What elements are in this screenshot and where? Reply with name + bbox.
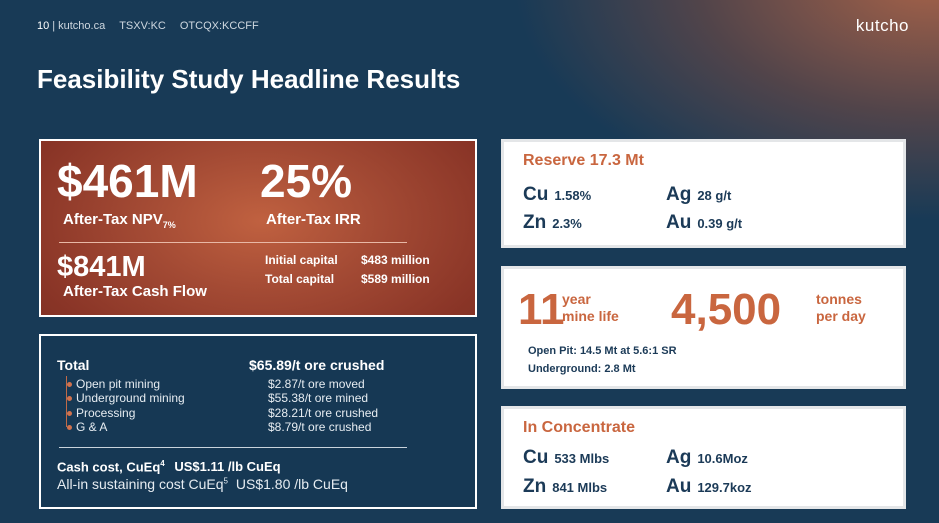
element-symbol: Zn bbox=[523, 212, 547, 233]
throughput-unit-line2: per day bbox=[816, 307, 866, 324]
cost-panel: Total $65.89/t ore crushed Open pit mini… bbox=[39, 334, 477, 509]
reserve-grade-zn: Zn 2.3% bbox=[523, 212, 582, 234]
total-cost-label: Total bbox=[57, 357, 90, 373]
cash-cost-row: Cash cost, CuEq4 US$1.11 /lb CuEq bbox=[57, 459, 281, 474]
initial-capital-value: $483 million bbox=[361, 253, 430, 267]
cost-item-label: Underground mining bbox=[67, 391, 185, 405]
mine-life-unit-line2: mine life bbox=[562, 307, 619, 324]
throughput-unit-line1: tonnes bbox=[816, 291, 862, 307]
cash-cost-label: Cash cost, CuEq bbox=[57, 459, 161, 475]
cash-flow-label: After-Tax Cash Flow bbox=[63, 283, 207, 300]
bullet-dot bbox=[67, 396, 72, 401]
cash-cost-value: US$1.11 /lb CuEq bbox=[174, 459, 281, 475]
reserve-card: Reserve 17.3 Mt Cu 1.58% Ag 28 g/t Zn 2.3% … bbox=[501, 139, 906, 248]
reserve-grade-cu: Cu 1.58% bbox=[523, 184, 591, 206]
panel-divider bbox=[59, 242, 407, 243]
element-amount: 841 Mlbs bbox=[552, 480, 608, 495]
bullet-dot bbox=[67, 411, 72, 416]
mine-life-card: 11 year mine life 4,500 tonnes per day O… bbox=[501, 266, 906, 389]
mine-life-unit: year mine life bbox=[562, 291, 619, 325]
cost-item-label: Open pit mining bbox=[67, 377, 161, 391]
npv-label: After-Tax NPV7% bbox=[63, 212, 176, 230]
cost-item-label-text: Open pit mining bbox=[76, 377, 161, 391]
aisc-footnote: 5 bbox=[223, 476, 228, 486]
reserve-grade-ag: Ag 28 g/t bbox=[666, 184, 731, 206]
throughput-value: 4,500 bbox=[671, 285, 782, 334]
initial-capital-label: Initial capital bbox=[265, 253, 338, 267]
npv-label-text: After-Tax NPV bbox=[63, 211, 163, 228]
headline-panel: $461M After-Tax NPV7% 25% After-Tax IRR … bbox=[39, 139, 477, 317]
cost-item-label: G & A bbox=[67, 420, 108, 434]
cash-cost-footnote: 4 bbox=[160, 459, 165, 468]
tsx-ticker: TSXV:KC bbox=[119, 20, 166, 32]
slide-title: Feasibility Study Headline Results bbox=[37, 64, 461, 94]
npv-value: $461M bbox=[57, 155, 198, 207]
element-symbol: Cu bbox=[523, 184, 549, 205]
concentrate-cu: Cu 533 Mlbs bbox=[523, 447, 609, 469]
cost-item-label: Processing bbox=[67, 406, 136, 420]
header-separator: | bbox=[52, 20, 56, 32]
element-symbol: Au bbox=[666, 476, 692, 497]
mine-life-unit-line1: year bbox=[562, 291, 591, 307]
mine-life-value: 11 bbox=[518, 285, 565, 334]
element-symbol: Zn bbox=[523, 476, 547, 497]
element-grade: 2.3% bbox=[552, 216, 582, 231]
cost-item-label-text: Processing bbox=[76, 406, 136, 420]
underground-detail: Underground: 2.8 Mt bbox=[528, 363, 636, 375]
slide-header: 10 | kutcho.ca TSXV:KC OTCQX:KCCFF bbox=[37, 20, 259, 32]
irr-label: After-Tax IRR bbox=[266, 211, 361, 228]
cost-item-value: $55.38/t ore mined bbox=[268, 391, 369, 405]
cost-item-value: $8.79/t ore crushed bbox=[268, 420, 372, 434]
cost-item-value: $28.21/t ore crushed bbox=[268, 406, 379, 420]
company-logo: kutcho bbox=[855, 16, 909, 35]
total-capital-label: Total capital bbox=[265, 272, 335, 286]
element-amount: 129.7koz bbox=[697, 480, 752, 495]
npv-discount-rate: 7% bbox=[162, 220, 176, 230]
irr-value: 25% bbox=[260, 155, 353, 207]
cost-item-value: $2.87/t ore moved bbox=[268, 377, 365, 391]
cost-item-label-text: Underground mining bbox=[76, 391, 185, 405]
aisc-row: All-in sustaining cost CuEq5 US$1.80 /lb… bbox=[57, 476, 348, 492]
element-amount: 10.6Moz bbox=[697, 451, 748, 466]
page-number: 10 bbox=[37, 20, 50, 32]
throughput-unit: tonnes per day bbox=[816, 291, 866, 325]
element-grade: 28 g/t bbox=[697, 188, 732, 203]
concentrate-au: Au 129.7koz bbox=[666, 476, 752, 498]
reserve-grade-au: Au 0.39 g/t bbox=[666, 212, 742, 234]
total-capital-value: $589 million bbox=[361, 272, 430, 286]
website-link[interactable]: kutcho.ca bbox=[58, 20, 106, 32]
cost-item-label-text: G & A bbox=[76, 420, 108, 434]
element-amount: 533 Mlbs bbox=[554, 451, 610, 466]
element-grade: 1.58% bbox=[554, 188, 592, 203]
aisc-value: US$1.80 /lb CuEq bbox=[235, 476, 348, 492]
element-symbol: Ag bbox=[666, 447, 692, 468]
cost-timeline-line bbox=[66, 376, 67, 427]
cost-divider bbox=[59, 447, 407, 448]
concentrate-ag: Ag 10.6Moz bbox=[666, 447, 748, 469]
open-pit-detail: Open Pit: 14.5 Mt at 5.6:1 SR bbox=[528, 345, 677, 357]
concentrate-card: In Concentrate Cu 533 Mlbs Ag 10.6Moz Zn 84… bbox=[501, 406, 906, 509]
cash-flow-value: $841M bbox=[57, 251, 146, 283]
bullet-dot bbox=[67, 425, 72, 430]
element-grade: 0.39 g/t bbox=[697, 216, 743, 231]
concentrate-zn: Zn 841 Mlbs bbox=[523, 476, 607, 498]
concentrate-title: In Concentrate bbox=[523, 419, 636, 436]
otc-ticker: OTCQX:KCCFF bbox=[179, 20, 259, 32]
element-symbol: Au bbox=[666, 212, 692, 233]
element-symbol: Cu bbox=[523, 447, 549, 468]
aisc-label: All-in sustaining cost CuEq bbox=[57, 476, 224, 492]
reserve-title: Reserve 17.3 Mt bbox=[523, 152, 644, 169]
bullet-dot bbox=[67, 382, 72, 387]
total-cost-value: $65.89/t ore crushed bbox=[249, 357, 385, 373]
element-symbol: Ag bbox=[666, 184, 692, 205]
